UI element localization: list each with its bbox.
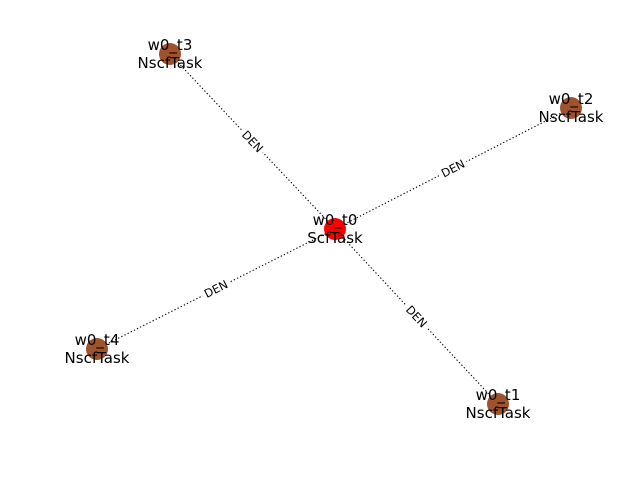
edge-label-background xyxy=(401,300,432,333)
edge-label-background xyxy=(436,155,470,182)
edge-w0_t0-w0_t2 xyxy=(334,107,572,230)
edge-label-group: DEN xyxy=(199,275,233,303)
node-label-id: w0_t4 xyxy=(75,331,120,350)
edge-label-group: DEN xyxy=(401,300,432,333)
node-label-w0_t3: w0_t3 NscfTask xyxy=(138,36,203,72)
node-label-id: w0_t2 xyxy=(549,90,594,109)
node-w0_t4[interactable] xyxy=(86,338,108,360)
node-label-w0_t0: w0_t0 ScfTask xyxy=(307,211,363,247)
node-label-type: NscfTask xyxy=(466,404,531,422)
node-label-w0_t2: w0_t2 NscfTask xyxy=(539,90,604,126)
node-label-id: w0_t0 xyxy=(313,211,358,230)
node-label-w0_t4: w0_t4 NscfTask xyxy=(65,331,130,367)
node-label-id: w0_t1 xyxy=(476,386,521,405)
node-label-w0_t1: w0_t1 NscfTask xyxy=(466,386,531,422)
nodes-layer xyxy=(86,43,582,415)
edge-label-background xyxy=(199,275,233,303)
node-w0_t1[interactable] xyxy=(487,393,509,415)
node-label-type: ScfTask xyxy=(307,229,363,247)
node-label-type: NscfTask xyxy=(65,349,130,367)
node-label-type: NscfTask xyxy=(138,54,203,72)
node-w0_t0[interactable] xyxy=(324,218,346,240)
edge-label-group: DEN xyxy=(237,125,268,158)
node-w0_t2[interactable] xyxy=(560,97,582,119)
node-label-id: w0_t3 xyxy=(148,36,193,55)
edge-label-group: DEN xyxy=(436,155,470,182)
edge-label-background xyxy=(237,125,268,158)
node-label-type: NscfTask xyxy=(539,108,604,126)
node-w0_t3[interactable] xyxy=(159,43,181,65)
